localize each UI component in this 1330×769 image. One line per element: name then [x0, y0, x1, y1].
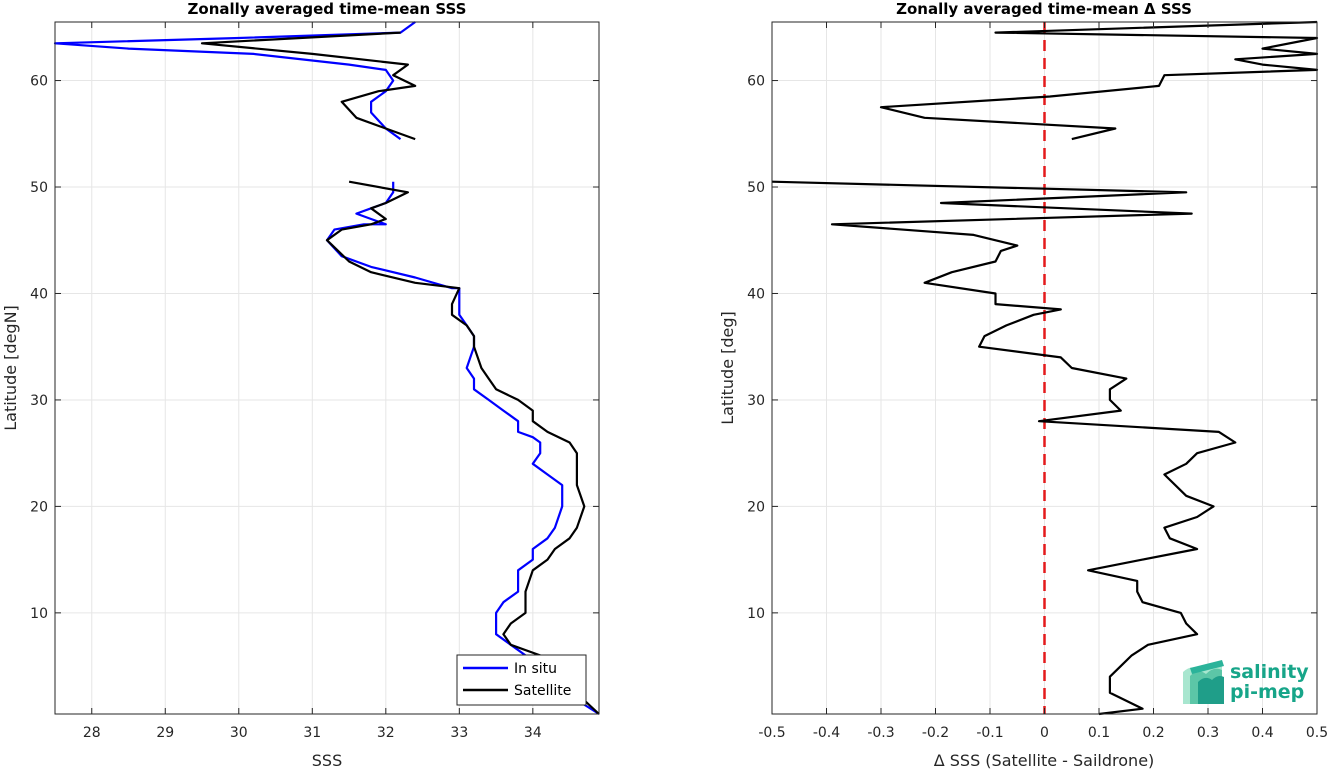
logo-line1: salinity [1230, 661, 1309, 683]
legend-box [456, 654, 587, 706]
left-xlabel: SSS [312, 751, 342, 769]
right-panel: -0.5 -0.4 -0.3 -0.2 -0.1 0 0.1 0.2 0.3 0.4 0.5 10 20… [718, 0, 1328, 769]
right-title: Zonally averaged time-mean Δ SSS [896, 0, 1192, 18]
right-ticks: -0.5 -0.4 -0.3 -0.2 -0.1 0 0.1 0.2 0.3 0.4 0.5 10 20… [747, 22, 1328, 741]
y-tick-label: 50 [747, 180, 765, 196]
left-plot-area [55, 22, 599, 714]
y-tick-label: 20 [30, 499, 48, 515]
x-tick-label: 0 [1040, 725, 1049, 741]
x-tick-label: 0.4 [1251, 725, 1273, 741]
y-tick-label: 50 [30, 180, 48, 196]
logo-waves-icon [1183, 660, 1224, 704]
left-axes-box [54, 21, 600, 715]
x-tick-label: 30 [230, 725, 248, 741]
x-tick-label: -0.4 [813, 725, 840, 741]
in-situ-line-segment [325, 181, 600, 715]
y-tick-label: 40 [30, 286, 48, 302]
satellite-line-segment [325, 180, 600, 715]
salinity-pi-mep-logo: salinity pi-mep [1183, 660, 1309, 704]
y-tick-label: 30 [30, 393, 48, 409]
x-tick-label: 0.2 [1142, 725, 1164, 741]
x-tick-label: 31 [303, 725, 321, 741]
legend-label-in-situ: In situ [514, 661, 557, 677]
right-ylabel: Latitude [deg] [718, 311, 737, 425]
x-tick-label: -0.5 [758, 725, 785, 741]
left-series [53, 21, 600, 715]
x-tick-label: 0.5 [1306, 725, 1328, 741]
x-tick-label: -0.3 [867, 725, 894, 741]
satellite-line-segment [200, 31, 417, 141]
left-ylabel: Latitude [degN] [1, 305, 20, 431]
x-tick-label: 28 [83, 725, 101, 741]
y-tick-label: 40 [747, 286, 765, 302]
y-tick-label: 60 [30, 74, 48, 90]
y-tick-label: 60 [747, 74, 765, 90]
in-situ-line-segment [53, 21, 416, 140]
x-tick-label: 33 [450, 725, 468, 741]
y-tick-label: 30 [747, 393, 765, 409]
legend-label-satellite: Satellite [514, 683, 571, 699]
delta-sss-line-segment [771, 180, 1237, 716]
legend: In situ Satellite [456, 654, 587, 706]
x-tick-label: 29 [156, 725, 174, 741]
x-tick-label: 32 [377, 725, 395, 741]
x-tick-label: 34 [524, 725, 542, 741]
right-xlabel: Δ SSS (Satellite - Saildrone) [934, 751, 1155, 769]
y-tick-label: 10 [30, 606, 48, 622]
left-ticks: 28 29 30 31 32 33 34 10 20 30 40 50 60 [30, 22, 599, 741]
x-tick-label: 0.3 [1197, 725, 1219, 741]
left-grid [55, 22, 599, 714]
left-panel: 28 29 30 31 32 33 34 10 20 30 40 50 60 Zonally avera… [1, 0, 600, 769]
x-tick-label: -0.2 [922, 725, 949, 741]
y-tick-label: 10 [747, 606, 765, 622]
y-tick-label: 20 [747, 499, 765, 515]
x-tick-label: 0.1 [1088, 725, 1110, 741]
logo-line2: pi-mep [1230, 681, 1304, 703]
x-tick-label: -0.1 [976, 725, 1003, 741]
left-title: Zonally averaged time-mean SSS [188, 0, 467, 18]
